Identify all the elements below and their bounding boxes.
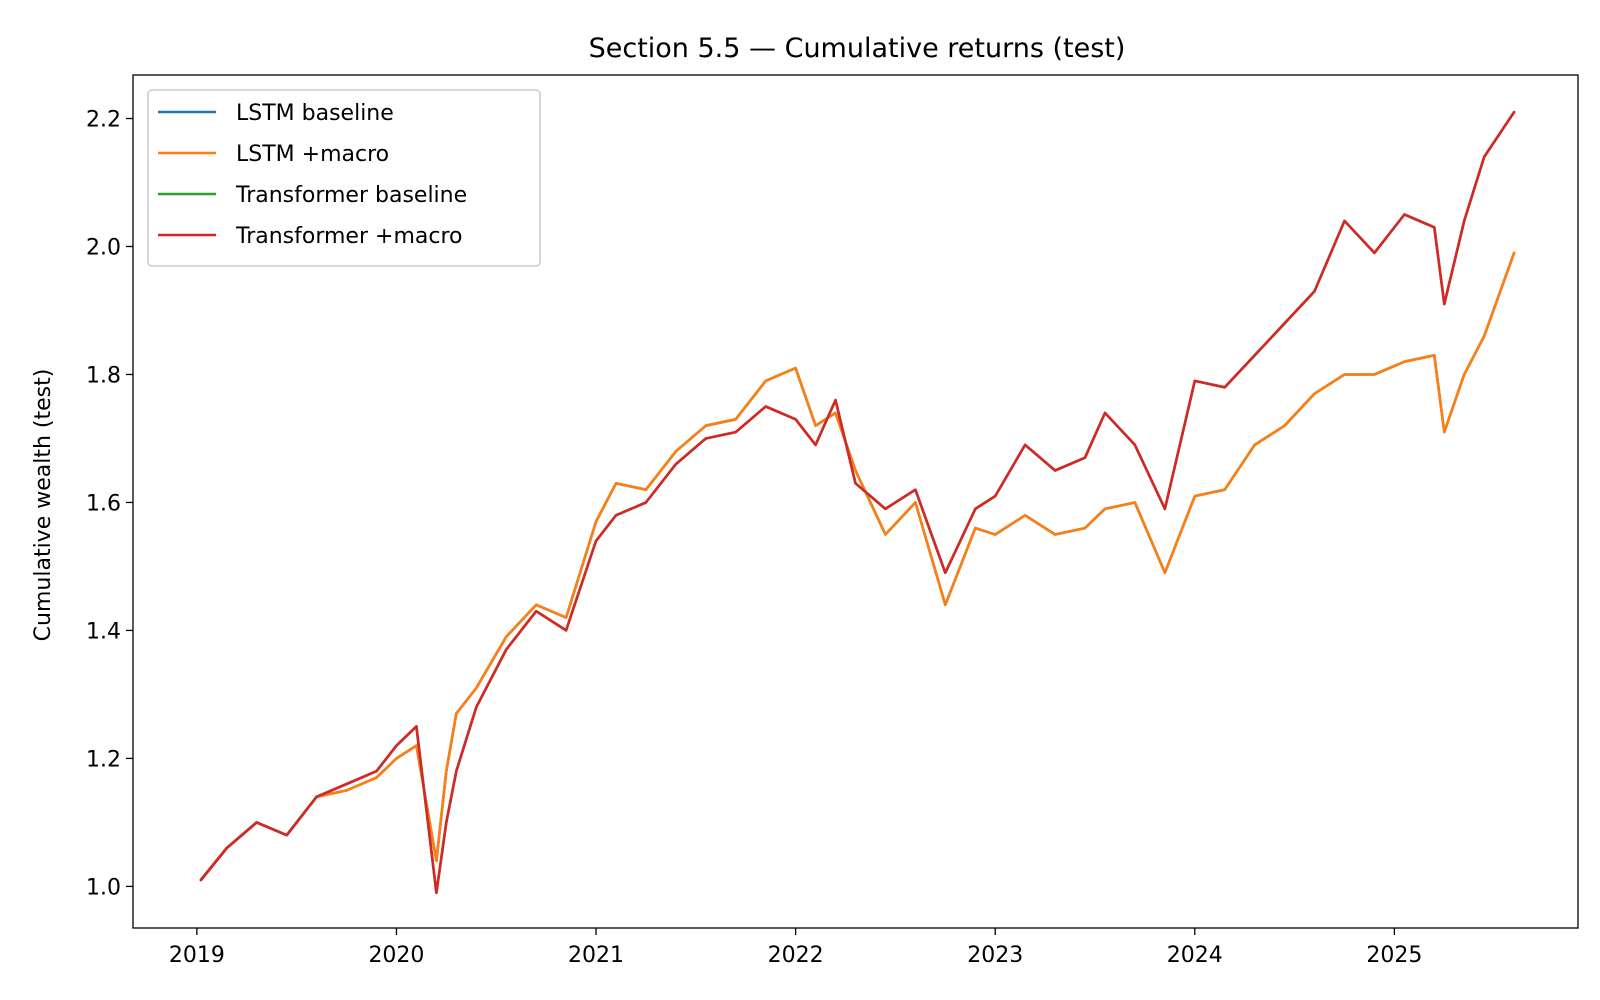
legend-label: Transformer +macro — [235, 224, 462, 249]
legend: LSTM baseline LSTM +macro Transformer base… — [147, 89, 541, 267]
x-tick-label: 2022 — [768, 943, 824, 968]
x-tick-label: 2023 — [967, 943, 1023, 968]
plot-frame — [132, 74, 1579, 929]
series-line-4 — [199, 110, 1516, 895]
x-tick-label: 2019 — [169, 943, 225, 968]
y-axis-ticks: 1.0 1.2 1.4 1.6 1.8 2.0 2.2 — [86, 108, 133, 900]
legend-box — [147, 89, 541, 267]
legend-label: LSTM baseline — [236, 101, 394, 126]
y-tick-label: 1.6 — [86, 491, 121, 516]
y-tick-label: 2.2 — [86, 108, 121, 133]
y-tick-label: 1.0 — [86, 875, 121, 900]
y-tick-label: 1.8 — [86, 363, 121, 388]
y-axis-title: Cumulative wealth (test) — [31, 369, 56, 642]
x-tick-label: 2024 — [1167, 943, 1223, 968]
x-axis-ticks: 2019 2020 2021 2022 2023 2024 2025 — [169, 928, 1422, 968]
y-tick-label: 1.2 — [86, 747, 121, 772]
legend-label: LSTM +macro — [236, 142, 389, 167]
x-tick-label: 2020 — [368, 943, 424, 968]
x-tick-label: 2021 — [568, 943, 624, 968]
legend-label: Transformer baseline — [235, 183, 467, 208]
y-tick-label: 1.4 — [86, 619, 121, 644]
y-tick-label: 2.0 — [86, 235, 121, 260]
plot-area — [132, 74, 1579, 929]
x-tick-label: 2025 — [1366, 943, 1422, 968]
chart-title: Section 5.5 — Cumulative returns (test) — [589, 33, 1126, 64]
